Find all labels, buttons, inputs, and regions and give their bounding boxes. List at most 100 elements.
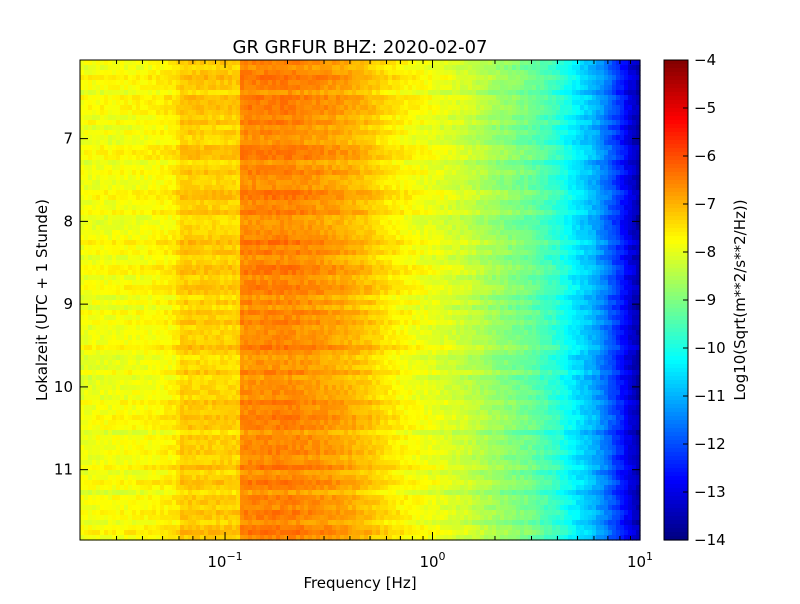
spectrogram-cell <box>236 195 241 201</box>
spectrogram-cell <box>148 105 153 111</box>
spectrogram-cell <box>236 285 241 291</box>
spectrogram-cell <box>252 395 257 401</box>
spectrogram-cell <box>80 400 85 406</box>
spectrogram-cell <box>252 245 257 251</box>
spectrogram-cell <box>196 205 201 211</box>
spectrogram-cell <box>136 90 141 96</box>
spectrogram-cell <box>100 190 105 196</box>
spectrogram-cell <box>120 485 125 491</box>
spectrogram-cell <box>232 305 237 311</box>
spectrogram-cell <box>236 530 241 536</box>
spectrogram-cell <box>100 500 105 506</box>
spectrogram-cell <box>188 455 193 461</box>
spectrogram-cell <box>228 235 233 241</box>
spectrogram-cell <box>260 455 265 461</box>
spectrogram-cell <box>180 425 185 431</box>
spectrogram-cell <box>164 400 169 406</box>
spectrogram-cell <box>256 260 261 266</box>
spectrogram-cell <box>172 240 177 246</box>
spectrogram-cell <box>208 420 213 426</box>
spectrogram-cell <box>104 250 109 256</box>
spectrogram-cell <box>228 215 233 221</box>
spectrogram-cell <box>172 160 177 166</box>
spectrogram-cell <box>152 485 157 491</box>
spectrogram-cell <box>88 410 93 416</box>
spectrogram-cell <box>176 510 181 516</box>
spectrogram-cell <box>116 140 121 146</box>
spectrogram-cell <box>192 270 197 276</box>
spectrogram-cell <box>188 430 193 436</box>
spectrogram-cell <box>120 395 125 401</box>
spectrogram-cell <box>120 90 125 96</box>
spectrogram-cell <box>272 405 277 411</box>
spectrogram-cell <box>176 340 181 346</box>
spectrogram-cell <box>120 160 125 166</box>
spectrogram-cell <box>204 195 209 201</box>
spectrogram-cell <box>252 450 257 456</box>
spectrogram-cell <box>148 320 153 326</box>
spectrogram-cell <box>248 390 253 396</box>
spectrogram-cell <box>200 405 205 411</box>
spectrogram-cell <box>184 220 189 226</box>
spectrogram-cell <box>96 530 101 536</box>
spectrogram-cell <box>192 115 197 121</box>
spectrogram-cell <box>240 275 245 281</box>
spectrogram-cell <box>208 160 213 166</box>
spectrogram-cell <box>88 185 93 191</box>
spectrogram-cell <box>132 520 137 526</box>
spectrogram-cell <box>92 400 97 406</box>
spectrogram-cell <box>164 170 169 176</box>
spectrogram-cell <box>116 270 121 276</box>
spectrogram-cell <box>192 315 197 321</box>
spectrogram-cell <box>148 225 153 231</box>
spectrogram-cell <box>116 115 121 121</box>
spectrogram-cell <box>132 315 137 321</box>
spectrogram-cell <box>268 305 273 311</box>
spectrogram-cell <box>160 300 165 306</box>
spectrogram-cell <box>200 400 205 406</box>
spectrogram-cell <box>200 295 205 301</box>
spectrogram-cell <box>100 380 105 386</box>
spectrogram-cell <box>232 195 237 201</box>
spectrogram-cell <box>152 435 157 441</box>
spectrogram-cell <box>252 120 257 126</box>
spectrogram-cell <box>164 240 169 246</box>
spectrogram-cell <box>276 150 281 156</box>
spectrogram-cell <box>108 375 113 381</box>
spectrogram-cell <box>184 125 189 131</box>
spectrogram-cell <box>188 340 193 346</box>
spectrogram-cell <box>124 345 129 351</box>
spectrogram-cell <box>248 525 253 531</box>
spectrogram-cell <box>156 245 161 251</box>
spectrogram-cell <box>104 510 109 516</box>
spectrogram-cell <box>120 310 125 316</box>
spectrogram-cell <box>260 505 265 511</box>
spectrogram-cell <box>252 130 257 136</box>
spectrogram-cell <box>248 535 253 541</box>
spectrogram-cell <box>208 425 213 431</box>
spectrogram-cell <box>232 530 237 536</box>
spectrogram-cell <box>140 155 145 161</box>
spectrogram-cell <box>228 490 233 496</box>
spectrogram-cell <box>260 145 265 151</box>
spectrogram-cell <box>232 435 237 441</box>
spectrogram-cell <box>212 215 217 221</box>
spectrogram-cell <box>172 425 177 431</box>
spectrogram-cell <box>184 240 189 246</box>
spectrogram-cell <box>192 75 197 81</box>
spectrogram-cell <box>284 120 289 126</box>
spectrogram-cell <box>140 235 145 241</box>
spectrogram-cell <box>256 210 261 216</box>
spectrogram-cell <box>168 330 173 336</box>
spectrogram-cell <box>148 150 153 156</box>
spectrogram-cell <box>216 295 221 301</box>
spectrogram-cell <box>148 75 153 81</box>
spectrogram-cell <box>212 390 217 396</box>
spectrogram-cell <box>172 340 177 346</box>
spectrogram-cell <box>84 185 89 191</box>
spectrogram-cell <box>248 195 253 201</box>
spectrogram-cell <box>208 355 213 361</box>
spectrogram-cell <box>260 130 265 136</box>
spectrogram-cell <box>156 310 161 316</box>
spectrogram-cell <box>148 95 153 101</box>
